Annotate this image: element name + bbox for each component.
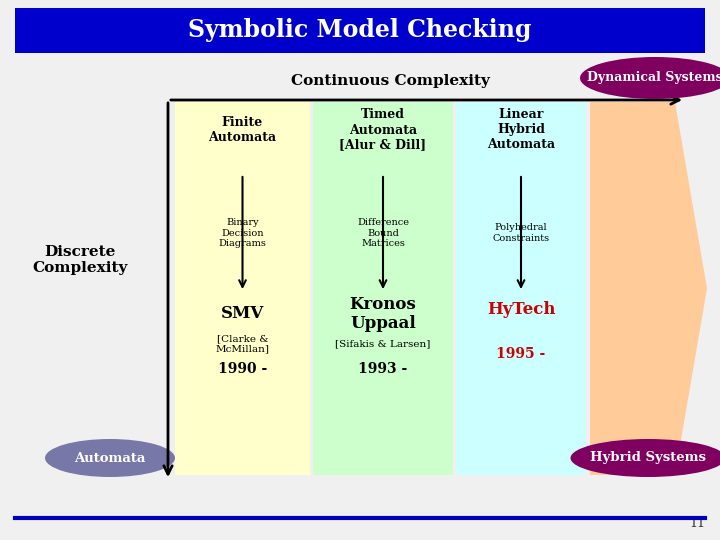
Text: Finite
Automata: Finite Automata <box>208 116 276 144</box>
Ellipse shape <box>580 57 720 99</box>
Text: [Clarke &
McMillan]: [Clarke & McMillan] <box>215 334 269 354</box>
Text: HyTech: HyTech <box>487 300 555 318</box>
Text: SMV: SMV <box>221 306 264 322</box>
Text: Continuous Complexity: Continuous Complexity <box>291 74 490 88</box>
Polygon shape <box>590 102 707 475</box>
Text: Hybrid Systems: Hybrid Systems <box>590 451 706 464</box>
Ellipse shape <box>45 439 175 477</box>
Text: Timed
Automata
[Alur & Dill]: Timed Automata [Alur & Dill] <box>339 109 426 152</box>
Text: [Sifakis & Larsen]: [Sifakis & Larsen] <box>336 340 431 348</box>
Bar <box>456 102 586 475</box>
Text: Automata: Automata <box>74 451 145 464</box>
Text: Difference
Bound
Matrices: Difference Bound Matrices <box>357 218 409 248</box>
Bar <box>175 102 310 475</box>
Text: Binary
Decision
Diagrams: Binary Decision Diagrams <box>219 218 266 248</box>
Ellipse shape <box>570 439 720 477</box>
Text: Dynamical Systems: Dynamical Systems <box>588 71 720 84</box>
Text: 1993 -: 1993 - <box>359 362 408 376</box>
Text: Symbolic Model Checking: Symbolic Model Checking <box>189 18 531 42</box>
Text: 1990 -: 1990 - <box>218 362 267 376</box>
Bar <box>15 8 705 53</box>
Text: Kronos
Uppaal: Kronos Uppaal <box>350 296 416 332</box>
Text: Discrete
Complexity: Discrete Complexity <box>32 245 127 275</box>
Text: 1995 -: 1995 - <box>496 347 546 361</box>
Bar <box>313 102 453 475</box>
Text: 11: 11 <box>689 517 705 530</box>
Text: Linear
Hybrid
Automata: Linear Hybrid Automata <box>487 109 555 152</box>
Text: Polyhedral
Constraints: Polyhedral Constraints <box>492 224 549 242</box>
